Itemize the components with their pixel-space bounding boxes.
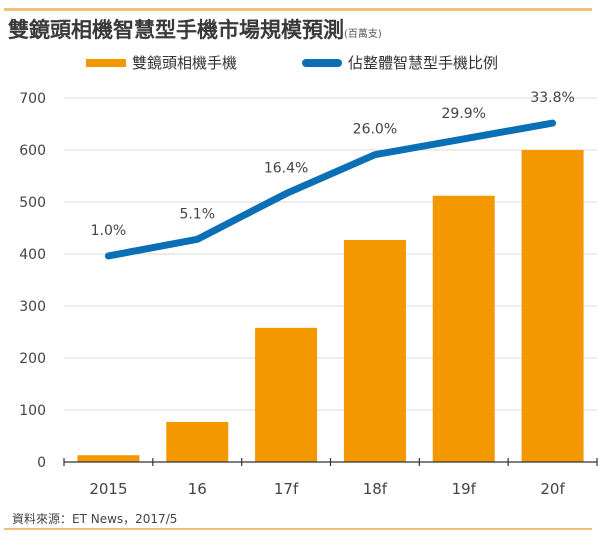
y-tick-label: 100 [19,403,46,419]
chart-title: 雙鏡頭相機智慧型手機市場規模預測(百萬支) [8,14,382,44]
y-tick-label: 200 [19,351,46,367]
legend-bar: 雙鏡頭相機手機 [86,52,237,73]
bar-17f [255,327,318,462]
x-tick-label: 2015 [89,480,127,498]
data-label: 26.0% [353,122,397,138]
bar-16 [166,421,229,462]
legend-line-swatch [302,58,342,67]
bar-20f [521,150,584,462]
data-label: 1.0% [91,223,127,239]
legend-bar-swatch [86,58,126,67]
x-tick-label: 18f [363,480,388,498]
legend-bar-label: 雙鏡頭相機手機 [132,54,238,72]
data-label: 5.1% [179,206,215,222]
data-label: 16.4% [264,161,308,177]
bar-18f [343,239,406,462]
y-tick-label: 0 [37,455,46,471]
unit-label: (百萬支) [344,29,382,40]
bar-2015 [77,455,140,462]
x-tick-label: 19f [452,480,477,498]
share-line [104,119,557,260]
y-tick-label: 600 [19,143,46,159]
data-label: 33.8% [530,90,574,106]
data-label: 29.9% [442,106,486,122]
title-text: 雙鏡頭相機智慧型手機市場規模預測 [8,18,344,42]
bottom-rule [4,528,592,530]
bar-19f [432,195,495,462]
top-rule [4,8,592,11]
x-tick-label: 16 [188,480,207,498]
x-tick-label: 17f [274,480,299,498]
source-note: 資料來源：ET News，2017/5 [12,512,178,526]
y-tick-label: 300 [19,299,46,315]
x-tick-label: 20f [540,480,565,498]
y-tick-label: 500 [19,195,46,211]
legend-line: 佔整體智慧型手機比例 [302,52,498,73]
y-tick-label: 700 [19,91,46,107]
y-tick-label: 400 [19,247,46,263]
legend-line-label: 佔整體智慧型手機比例 [348,54,499,72]
